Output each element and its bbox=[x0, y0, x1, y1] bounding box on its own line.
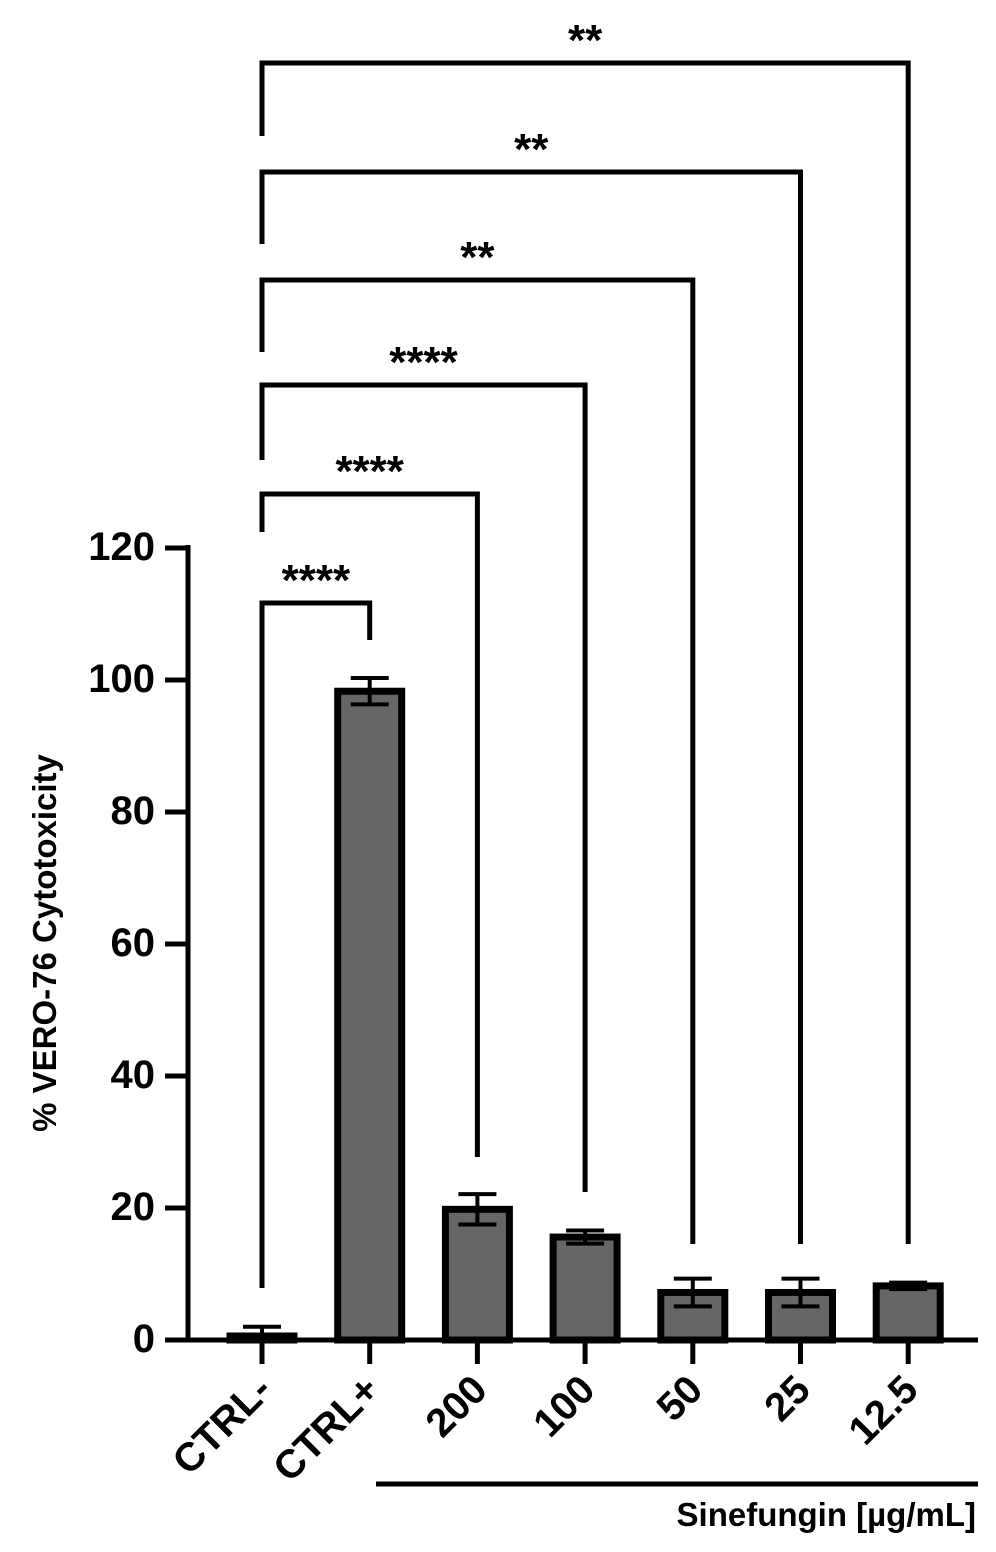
significance-bracket: ** bbox=[259, 16, 911, 1244]
group-label: Sinefungin [µg/mL] bbox=[677, 1496, 976, 1533]
x-tick-label: CTRL+ bbox=[265, 1367, 388, 1490]
x-tick-label: CTRL- bbox=[164, 1367, 280, 1483]
error-bar bbox=[673, 1276, 712, 1309]
significance-label: **** bbox=[335, 447, 404, 496]
y-tick-label: 80 bbox=[111, 789, 156, 833]
error-bar bbox=[781, 1276, 820, 1309]
error-bar bbox=[566, 1228, 605, 1246]
bar-ctrl- bbox=[334, 687, 406, 1344]
x-tick-label: 25 bbox=[756, 1367, 819, 1430]
y-tick-label: 40 bbox=[111, 1053, 156, 1097]
significance-label: ** bbox=[568, 16, 603, 65]
significance-label: **** bbox=[389, 338, 458, 387]
significance-label: **** bbox=[282, 556, 351, 605]
significance-bracket: ** bbox=[259, 233, 696, 1244]
axes bbox=[165, 545, 978, 1343]
error-bar bbox=[889, 1280, 928, 1292]
error-bar bbox=[458, 1192, 497, 1227]
x-tick-label: 50 bbox=[649, 1367, 712, 1430]
x-tick-label: 200 bbox=[417, 1367, 495, 1445]
y-axis-label: % VERO-76 Cytotoxicity bbox=[26, 753, 63, 1131]
bar-12-5 bbox=[872, 1282, 944, 1344]
bar-100 bbox=[549, 1233, 621, 1344]
x-tick-label: 100 bbox=[525, 1367, 603, 1445]
x-axis-ticks: CTRL-CTRL+ 200 100 50 25 12.5 bbox=[164, 1340, 927, 1490]
significance-bracket: ** bbox=[259, 125, 803, 1244]
y-tick-label: 100 bbox=[88, 657, 155, 701]
bars bbox=[226, 676, 944, 1344]
significance-bracket: **** bbox=[259, 556, 373, 1288]
error-bar bbox=[350, 676, 389, 707]
significance-brackets: ****************** bbox=[259, 16, 911, 1288]
y-tick-label: 120 bbox=[88, 525, 155, 569]
y-tick-label: 0 bbox=[133, 1317, 155, 1361]
significance-label: ** bbox=[514, 125, 549, 174]
y-tick-label: 60 bbox=[111, 921, 156, 965]
x-tick-label: 12.5 bbox=[840, 1367, 926, 1453]
significance-bracket: **** bbox=[259, 447, 480, 1157]
bar-200 bbox=[441, 1205, 513, 1344]
significance-bracket: **** bbox=[259, 338, 588, 1192]
y-axis-ticks: 0 20 40 60 80 100 120 bbox=[88, 525, 188, 1361]
y-tick-label: 20 bbox=[111, 1185, 156, 1229]
significance-label: ** bbox=[460, 233, 495, 282]
